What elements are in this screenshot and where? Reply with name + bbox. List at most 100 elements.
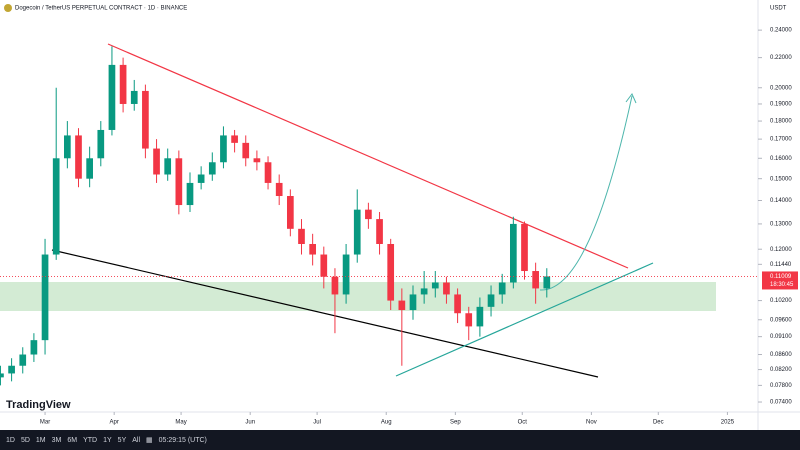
range-buttons: 1D 5D 1M 3M 6M YTD 1Y 5Y All [0,437,140,444]
candle-body [0,373,4,378]
support-line [51,249,599,378]
candle-body [142,90,149,149]
candle-body [454,294,461,314]
y-tick-label: 0.08600 [770,352,792,358]
y-tick-label: 0.17000 [770,137,792,143]
chart: Dogecoin / TetherUS PERPETUAL CONTRACT ·… [0,0,800,430]
candle-body [253,158,261,163]
candle-body [220,135,227,163]
candle-body [331,276,339,295]
candle-body [509,223,517,283]
candle-body [264,162,272,183]
calendar-icon[interactable]: ▦ [146,437,153,444]
x-tick-label: Jun [245,420,255,426]
y-tick-label: 0.07400 [770,400,792,406]
candle-body [186,182,194,206]
candle-body [108,64,116,130]
candle-body [208,162,216,175]
range-button[interactable]: 1M [35,436,46,444]
range-button[interactable]: All [132,436,141,444]
x-tick-label: Aug [381,420,392,426]
candle-body [342,254,350,295]
resistance-line [107,43,629,269]
y-tick-label: 0.08200 [770,367,792,373]
arrow-head [625,93,637,104]
candle-body [86,158,93,179]
candle-body [365,209,372,220]
candle-body [409,294,417,311]
x-tick-label: Jul [313,420,321,426]
candle-body [197,174,205,183]
y-tick-label: 0.09100 [770,334,792,340]
candle-body [97,129,105,159]
candle-body [153,148,160,175]
range-button[interactable]: 3M [51,436,62,444]
x-tick-label: Oct [518,420,528,426]
candle-body [487,294,495,307]
x-tick-label: May [175,420,186,426]
x-tick-label: Dec [653,420,664,426]
x-tick-label: Mar [40,420,50,426]
range-button[interactable]: 5Y [117,436,127,444]
trend-line [395,262,654,377]
last-price-label: 0.11009 [770,274,792,280]
candle-body [52,158,60,255]
x-tick-label: 2025 [721,420,735,426]
range-button[interactable]: 1Y [103,436,112,444]
y-tick-label: 0.16000 [770,156,792,162]
y-tick-label: 0.22000 [770,55,792,61]
logo: TradingView [6,399,71,411]
clock: 05:29:15 (UTC) [158,436,207,444]
candle-body [275,182,283,197]
candle-body [431,282,439,289]
candle-body [420,288,428,295]
y-tick-label: 0.19000 [770,102,792,108]
range-button[interactable]: 5D [20,436,30,444]
countdown-label: 18:30:45 [770,282,794,288]
candle-body [532,271,539,289]
candle-body [521,223,528,272]
y-tick-label: 0.14000 [770,198,792,204]
candle-body [465,313,473,327]
range-button[interactable]: 6M [67,436,78,444]
candle-body [164,158,172,175]
support-zone [0,282,716,311]
candle-body [353,209,361,255]
candle-body [543,276,551,289]
candle-body [30,340,38,355]
candle-body [175,158,183,206]
range-button[interactable]: 1D [6,436,15,444]
y-tick-label: 0.11440 [770,262,792,268]
candle-body [298,228,305,244]
y-tick-label: 0.20000 [770,85,792,91]
y-tick-label: 0.10200 [770,298,792,304]
x-tick-label: Apr [110,420,119,426]
range-button[interactable]: YTD [83,436,98,444]
candle-body [19,354,27,366]
candle-body [41,254,49,341]
x-tick-label: Sep [450,420,461,426]
candle-body [286,196,294,229]
last-price-box [762,271,798,290]
y-tick-label: 0.07800 [770,383,792,389]
currency: USDT [770,6,787,12]
candle-body [75,135,82,179]
x-tick-label: Nov [586,420,597,426]
y-tick-label: 0.12000 [770,247,792,253]
candle-body [387,243,395,301]
projection-arrow [539,95,633,291]
candle-body [398,300,406,311]
chart-title: Dogecoin / TetherUS PERPETUAL CONTRACT ·… [15,6,187,12]
y-tick-label: 0.13000 [770,221,792,227]
y-tick-label: 0.09600 [770,317,792,323]
y-tick-label: 0.15000 [770,176,792,182]
candle-body [119,64,127,104]
candle-body [64,135,71,159]
candle-body [476,306,484,327]
candle-body [376,219,383,244]
candle-body [8,365,15,374]
candle-body [242,142,250,159]
toolbar: 1D 5D 1M 3M 6M YTD 1Y 5Y All ▦ 05:29:15 (UTC) [0,430,800,450]
y-tick-label: 0.18000 [770,119,792,125]
